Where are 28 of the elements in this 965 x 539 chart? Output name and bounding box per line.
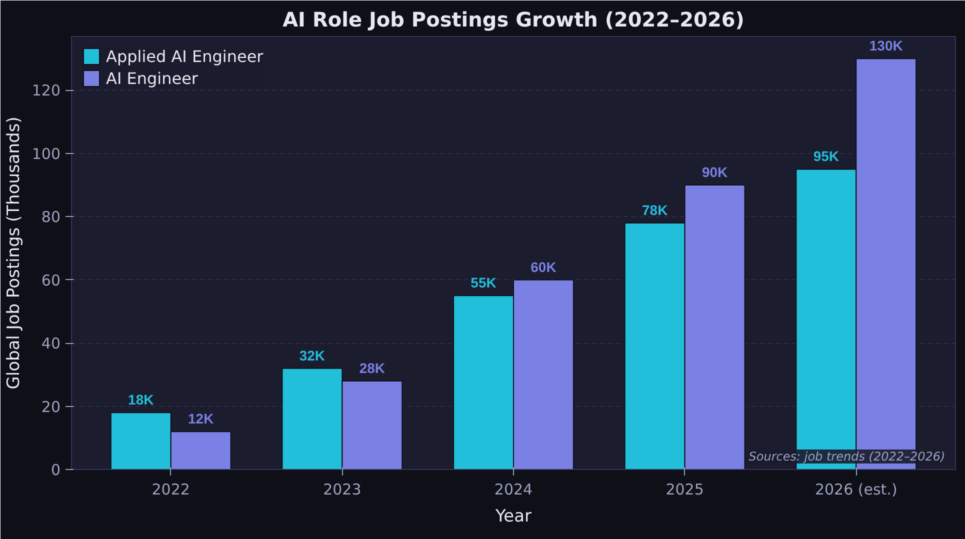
y-tick-label: 20 [41, 398, 61, 416]
data-label: 78K [642, 202, 668, 218]
x-axis-title: Year [494, 506, 532, 526]
y-axis-title: Global Job Postings (Thousands) [4, 116, 24, 390]
data-label: 60K [530, 258, 556, 275]
chart-title: AI Role Job Postings Growth (2022–2026) [282, 8, 744, 32]
x-tick-label: 2022 [152, 480, 190, 498]
annotation: Sources: job trends (2022–2026) [748, 450, 946, 464]
data-label: 55K [470, 274, 496, 291]
x-tick-label: 2024 [494, 480, 533, 498]
data-label: 18K [128, 392, 154, 408]
y-tick-label: 120 [32, 82, 61, 100]
legend-label: Applied AI Engineer [106, 46, 264, 66]
x-tick-label: 2023 [323, 480, 362, 498]
legend-label: AI Engineer [106, 68, 198, 88]
y-tick-label: 40 [41, 334, 61, 353]
data-label: 90K [702, 164, 728, 180]
x-tick-label: 2026 (est.) [814, 480, 898, 498]
data-label: 130K [869, 38, 903, 54]
data-label: 32K [299, 347, 326, 364]
y-tick-label: 80 [41, 208, 61, 226]
y-tick-label: 100 [32, 144, 61, 163]
y-tick-label: 0 [50, 461, 61, 479]
y-tick-label: 60 [41, 271, 61, 290]
data-label: 12K [188, 410, 214, 427]
data-label: 95K [813, 148, 839, 164]
x-tick-label: 2025 [666, 480, 704, 498]
data-label: 28K [359, 360, 386, 376]
